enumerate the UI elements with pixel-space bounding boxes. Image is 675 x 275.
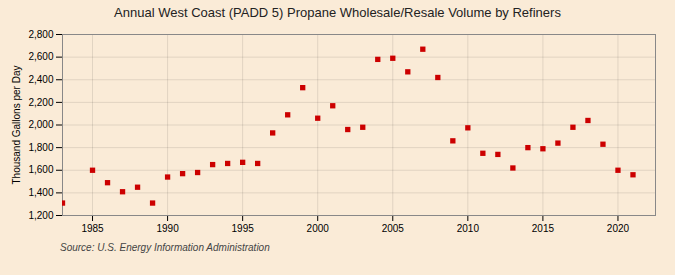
svg-text:2,600: 2,600 (28, 51, 53, 62)
svg-text:2,400: 2,400 (28, 74, 53, 85)
svg-text:1985: 1985 (81, 223, 104, 234)
svg-text:2,000: 2,000 (28, 119, 53, 130)
svg-text:1,200: 1,200 (28, 210, 53, 221)
svg-text:2,800: 2,800 (28, 29, 53, 40)
svg-text:1,400: 1,400 (28, 187, 53, 198)
svg-text:2010: 2010 (457, 223, 480, 234)
html-text:Annual West Coast (PADD 5) Pro: Annual West Coast (PADD 5) Propane Whole… (114, 5, 561, 20)
svg-text:2005: 2005 (382, 223, 405, 234)
svg-text:1990: 1990 (156, 223, 179, 234)
svg-text:2020: 2020 (607, 223, 630, 234)
html-text:Source: U.S. Energy Informatio: Source: U.S. Energy Information Administ… (60, 242, 270, 253)
svg-text:1,800: 1,800 (28, 142, 53, 153)
svg-text:1995: 1995 (232, 223, 255, 234)
svg-text:1,600: 1,600 (28, 164, 53, 175)
svg-text:2000: 2000 (307, 223, 330, 234)
svg-text:2015: 2015 (532, 223, 555, 234)
svg-text:Thousand Gallons per Day: Thousand Gallons per Day (11, 66, 22, 185)
svg-text:2,200: 2,200 (28, 97, 53, 108)
